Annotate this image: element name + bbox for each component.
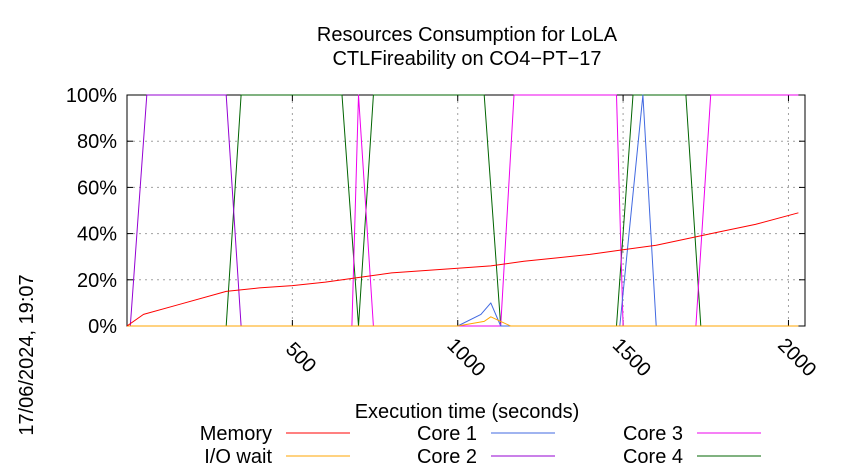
series-line-core-4 [127, 94, 799, 327]
series-line-core-3 [127, 94, 799, 327]
chart-title-line-2: CTLFireability on CO4−PT−17 [332, 48, 601, 70]
x-tick-label: 500 [281, 338, 320, 377]
series-line-core-1 [127, 94, 799, 327]
legend-label: Core 4 [623, 446, 683, 468]
chart-title-line-1: Resources Consumption for LoLA [317, 24, 618, 46]
legend-label: I/O wait [204, 446, 272, 468]
legend-label: Core 3 [623, 423, 683, 445]
x-tick-label: 1000 [442, 334, 489, 381]
y-tick-label: 20% [77, 270, 117, 292]
x-tick-label: 2000 [773, 334, 820, 381]
timestamp-label: 17/06/2024, 19:07 [16, 274, 38, 435]
series-line-memory [126, 212, 799, 327]
series-lines [126, 94, 799, 327]
y-tick-label: 80% [77, 131, 117, 153]
y-tick-label: 0% [88, 316, 117, 338]
series-line-i-o-wait [127, 316, 799, 327]
legend-label: Memory [200, 423, 272, 445]
y-axis: 0% 20% 40% 60% 80% 100% [66, 85, 805, 338]
x-axis: 500 1000 1500 2000 [281, 95, 820, 381]
y-tick-label: 40% [77, 224, 117, 246]
y-tick-label: 60% [77, 177, 117, 199]
x-axis-label: Execution time (seconds) [355, 401, 580, 423]
x-tick-label: 1500 [608, 334, 655, 381]
legend-label: Core 1 [417, 423, 477, 445]
y-tick-label: 100% [66, 85, 117, 107]
legend-label: Core 2 [417, 446, 477, 468]
